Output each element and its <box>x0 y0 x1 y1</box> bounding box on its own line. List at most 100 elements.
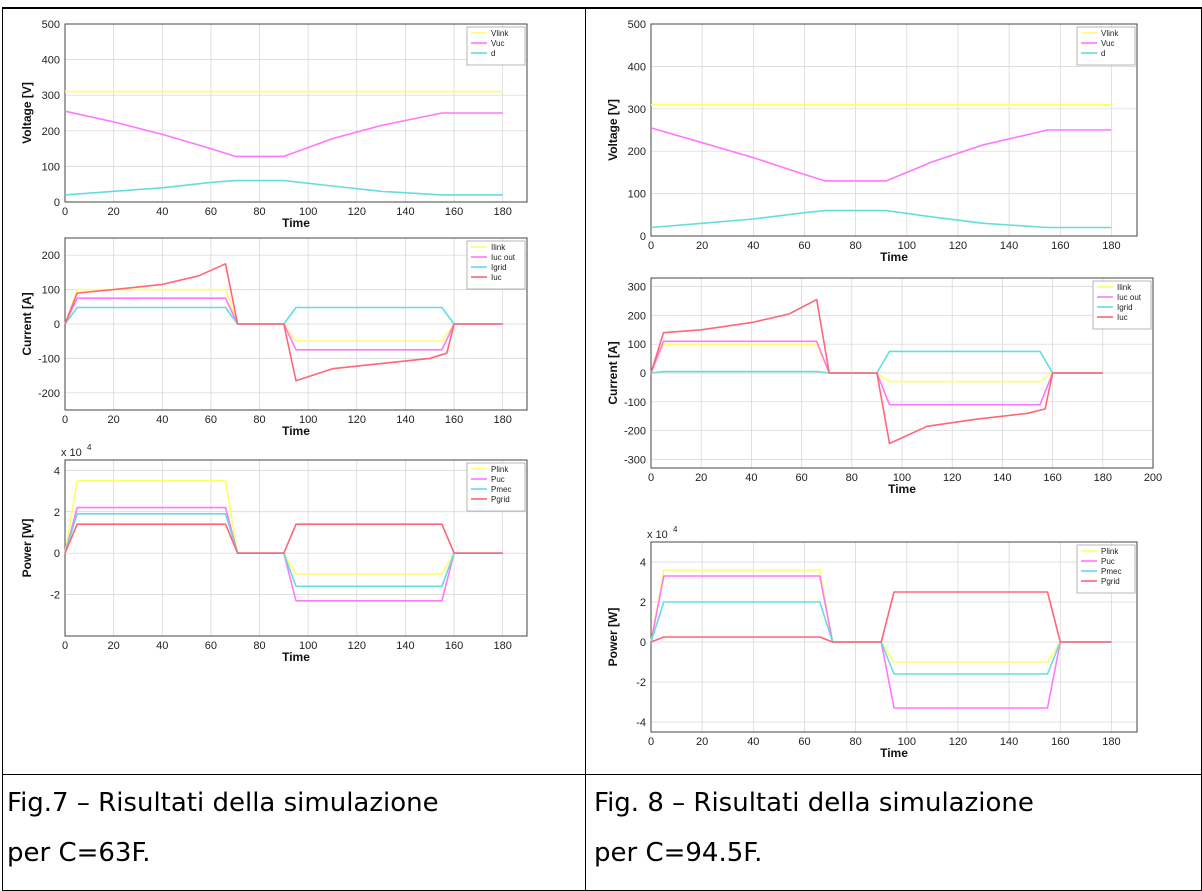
legend-label: Puc <box>1101 557 1115 566</box>
series-line-iuc <box>64 262 503 382</box>
x-tick-label: 120 <box>949 736 967 748</box>
x-tick-label: 120 <box>949 240 967 252</box>
x-axis-label: Time <box>888 482 916 496</box>
y-tick-label: 300 <box>628 104 646 116</box>
y-tick-label: -200 <box>624 426 646 438</box>
x-tick-label: 60 <box>798 240 810 252</box>
y-tick-label: 0 <box>54 197 60 209</box>
legend-label: Iuc <box>491 273 502 282</box>
x-tick-label: 0 <box>62 206 68 218</box>
y-tick-label: -300 <box>624 454 646 466</box>
x-tick-label: 140 <box>396 414 414 426</box>
x-tick-label: 60 <box>205 206 217 218</box>
series-line-iuc <box>650 298 1103 445</box>
fig8-voltage-chart: 0 20 40 60 80 100 120 140 160 180 0 100 200 300 400 500… <box>606 19 1138 264</box>
y-axis-label: Current [A] <box>20 292 34 355</box>
x-tick-label: 0 <box>648 736 654 748</box>
x-tick-label: 20 <box>108 414 120 426</box>
legend-box <box>1092 280 1152 330</box>
x-tick-label: 180 <box>494 206 512 218</box>
x-tick-label: 0 <box>62 640 68 652</box>
series-line-vuc <box>64 110 503 158</box>
x-tick-label: 60 <box>798 736 810 748</box>
legend-label: Plink <box>491 465 509 474</box>
x-tick-label: 180 <box>494 640 512 652</box>
left-caption-line1: Fig.7 – Risultati della simulazione <box>7 788 439 818</box>
series-line-d <box>64 179 503 196</box>
exponent-label: x 10 <box>647 529 668 541</box>
x-tick-label: 0 <box>62 414 68 426</box>
x-tick-label: 80 <box>253 414 265 426</box>
y-tick-label: 4 <box>640 557 646 569</box>
legend-label: Vuc <box>1101 39 1115 48</box>
y-tick-label: 0 <box>640 368 646 380</box>
x-tick-label: 140 <box>1000 736 1018 748</box>
legend-label: Iuc out <box>491 253 516 262</box>
fig7-current-chart: 0 20 40 60 80 100 120 140 160 180 -200 -100 0 100 200 T… <box>20 237 528 438</box>
series-line-d <box>650 209 1112 229</box>
x-tick-label: 100 <box>898 240 916 252</box>
x-tick-label: 160 <box>445 640 463 652</box>
y-tick-label: 300 <box>628 282 646 294</box>
exponent-superscript: 4 <box>673 525 678 534</box>
x-tick-label: 180 <box>1094 472 1112 484</box>
x-axis-label: Time <box>880 746 908 760</box>
x-tick-label: 100 <box>299 640 317 652</box>
x-tick-label: 80 <box>253 640 265 652</box>
x-tick-label: 40 <box>745 472 757 484</box>
y-tick-label: -200 <box>38 388 60 400</box>
x-tick-label: 180 <box>1102 240 1120 252</box>
x-tick-label: 80 <box>850 240 862 252</box>
legend-label: Ilink <box>491 243 506 252</box>
left-figure-cell <box>2 8 586 775</box>
exponent-superscript: 4 <box>87 443 92 452</box>
x-tick-label: 20 <box>108 640 120 652</box>
left-caption-line2: per C=63F. <box>7 838 151 868</box>
x-tick-label: 60 <box>205 640 217 652</box>
legend-box <box>466 462 526 512</box>
x-tick-label: 60 <box>795 472 807 484</box>
y-tick-label: 200 <box>42 250 60 262</box>
x-tick-label: 20 <box>108 206 120 218</box>
legend-label: Iuc <box>1117 313 1128 322</box>
y-tick-label: 500 <box>42 19 60 31</box>
y-axis-label: Current [A] <box>606 341 620 404</box>
y-tick-label: -4 <box>636 717 646 729</box>
x-tick-label: 100 <box>893 472 911 484</box>
plot-frame <box>64 23 528 203</box>
x-tick-label: 20 <box>696 240 708 252</box>
x-axis-label: Time <box>880 250 908 264</box>
x-tick-label: 80 <box>253 206 265 218</box>
right-caption-line1: Fig. 8 – Risultati della simulazione <box>594 788 1034 818</box>
series-line-igrid <box>650 350 1103 374</box>
x-tick-label: 80 <box>846 472 858 484</box>
series-line-ilink <box>64 288 503 343</box>
y-tick-label: 400 <box>42 55 60 67</box>
y-tick-label: -2 <box>50 590 60 602</box>
series-line-plink <box>650 569 1112 663</box>
x-tick-label: 120 <box>943 472 961 484</box>
y-tick-label: 0 <box>54 319 60 331</box>
y-tick-label: 300 <box>42 90 60 102</box>
y-tick-label: -100 <box>38 353 60 365</box>
x-tick-label: 120 <box>348 640 366 652</box>
x-tick-label: 160 <box>1051 736 1069 748</box>
series-line-vuc <box>650 127 1112 182</box>
x-tick-label: 40 <box>747 736 759 748</box>
y-tick-label: 200 <box>628 146 646 158</box>
x-tick-label: 160 <box>445 414 463 426</box>
x-tick-label: 140 <box>1000 240 1018 252</box>
legend-label: Igrid <box>491 263 507 272</box>
y-tick-label: 200 <box>628 310 646 322</box>
x-tick-label: 40 <box>156 414 168 426</box>
y-tick-label: 0 <box>640 231 646 243</box>
y-tick-label: 400 <box>628 61 646 73</box>
y-axis-label: Voltage [V] <box>20 82 34 144</box>
x-axis-label: Time <box>282 650 310 664</box>
right-caption-line2: per C=94.5F. <box>594 838 763 868</box>
fig7-power-chart: 0 20 40 60 80 100 120 140 160 180 -2 0 2 4 Time Power [… <box>20 443 528 664</box>
legend-label: d <box>491 49 495 58</box>
x-tick-label: 160 <box>1043 472 1061 484</box>
legend-label: Pmec <box>1101 567 1121 576</box>
